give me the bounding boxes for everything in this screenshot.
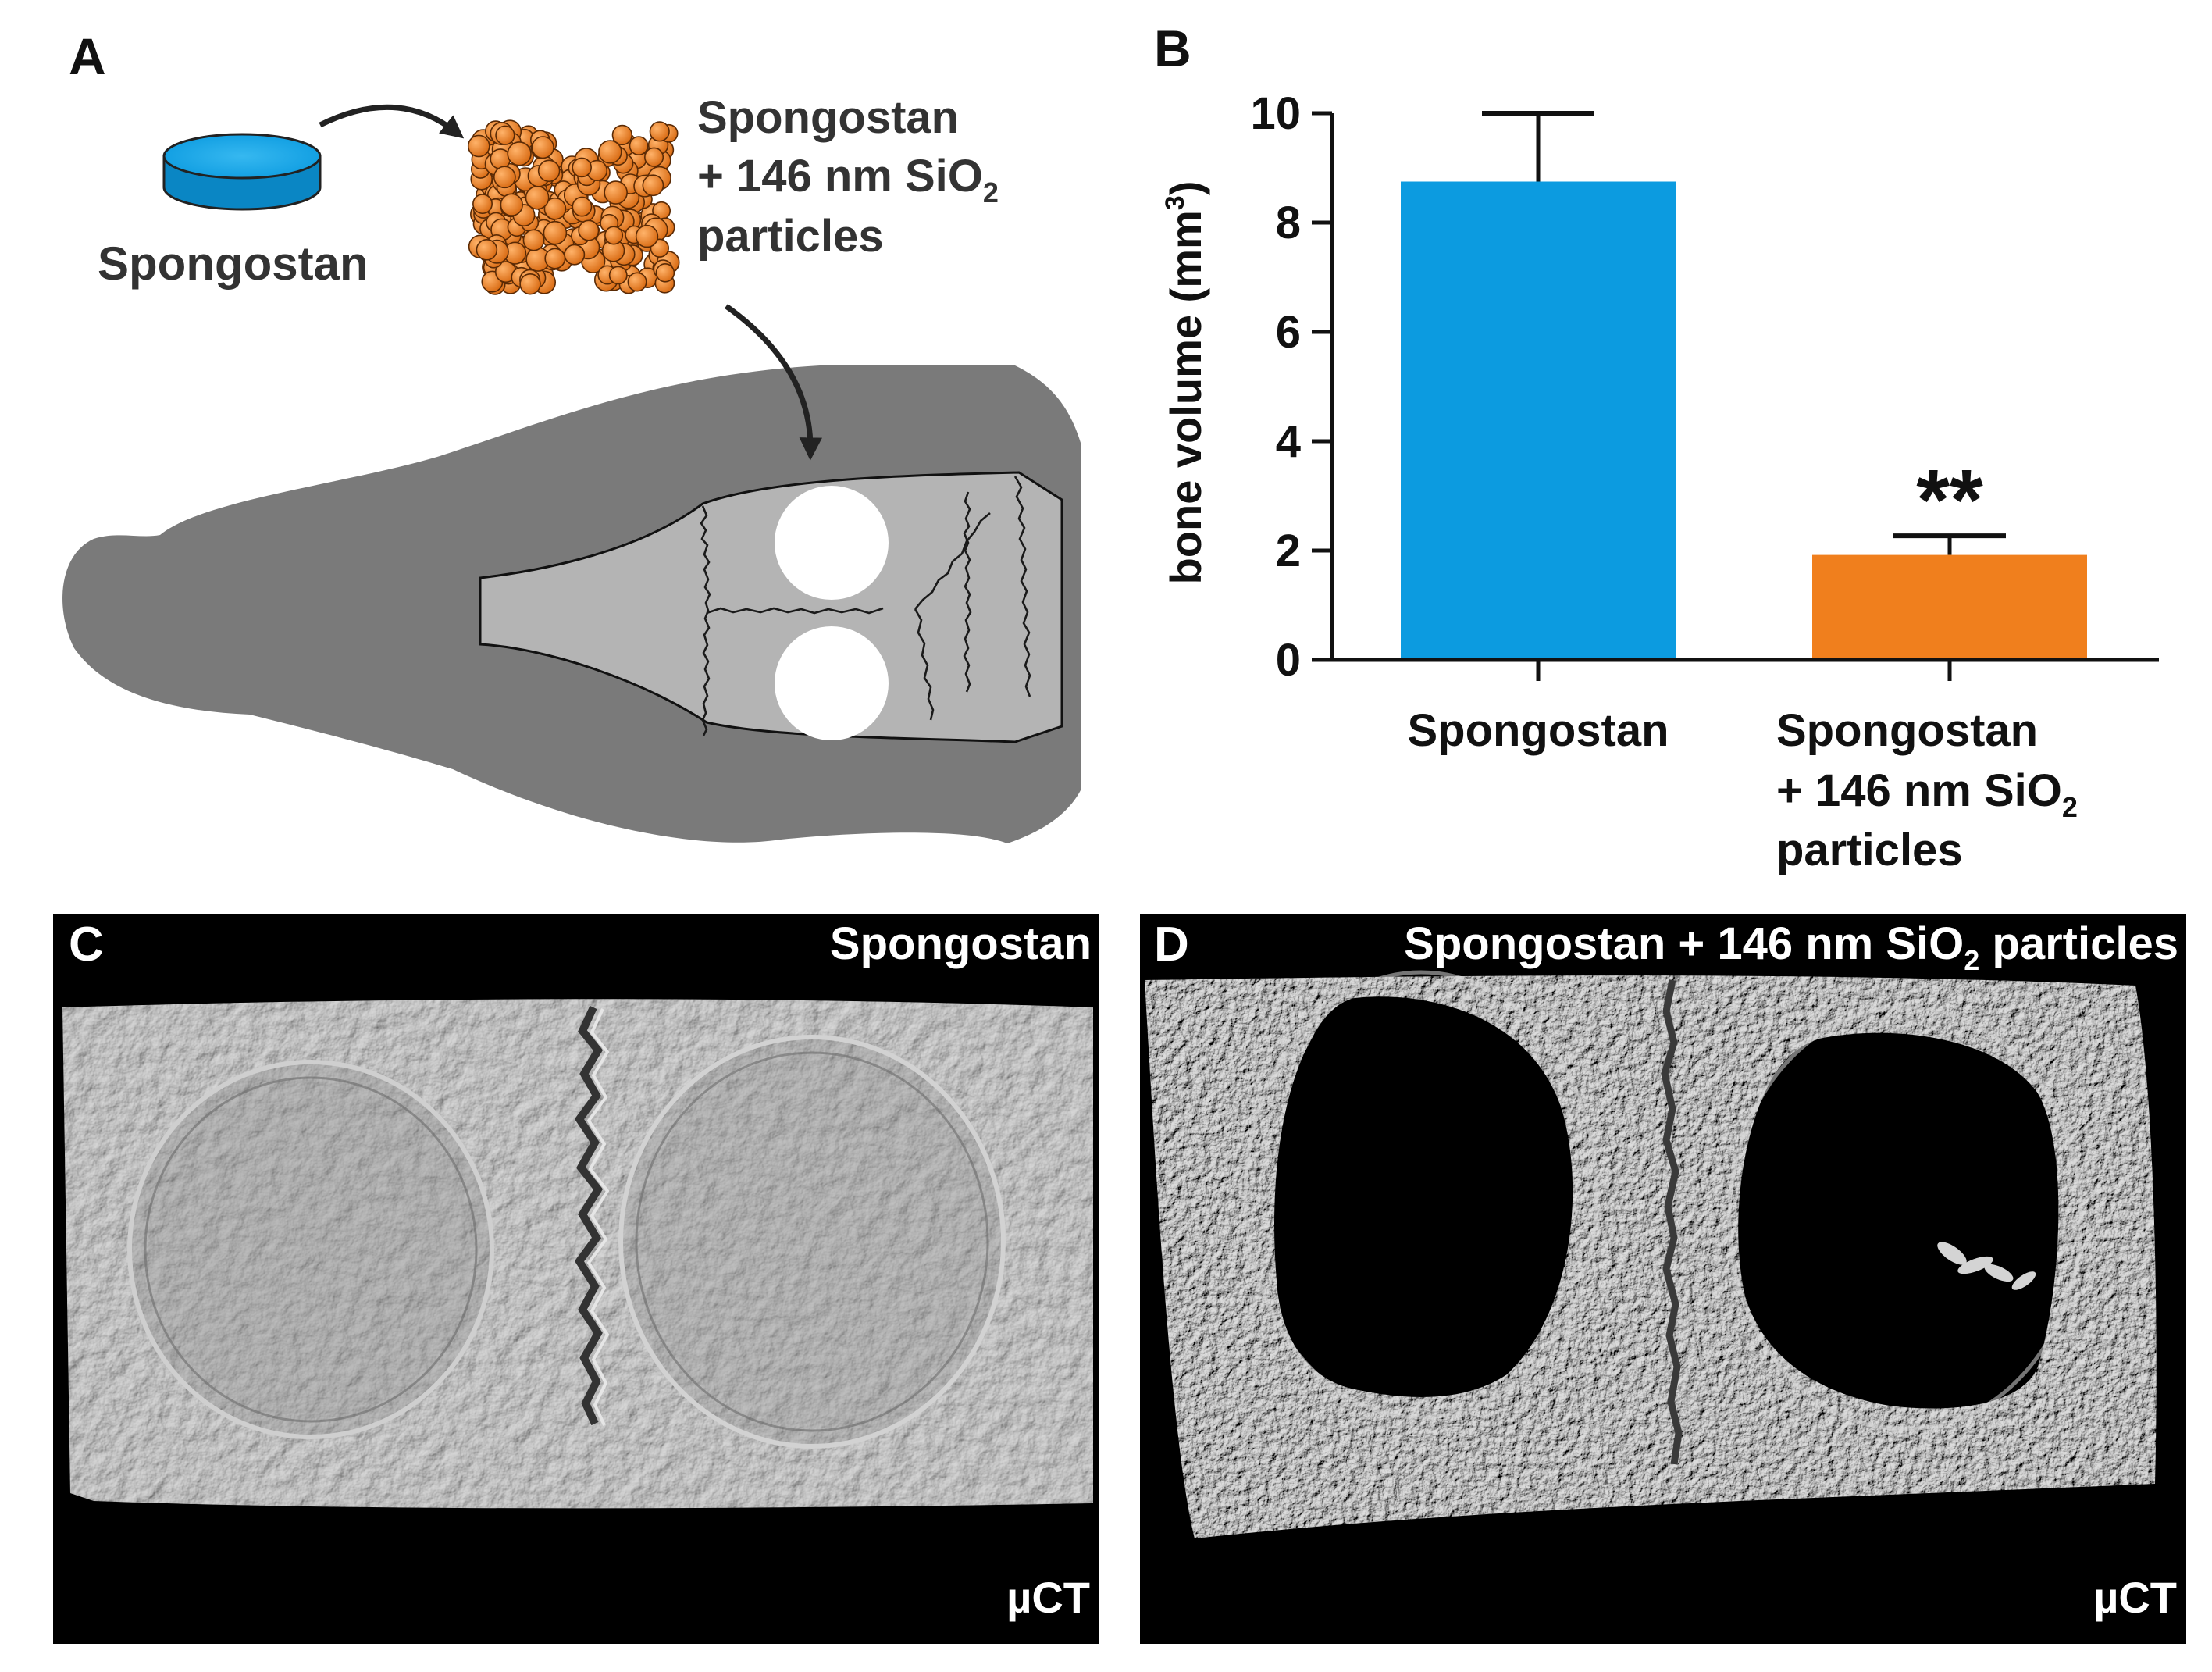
significance-marker: **	[1916, 452, 1983, 548]
bar-0	[1401, 181, 1676, 660]
panel-d-defect-left-rim	[1243, 970, 1599, 1420]
panel-c-bone-slab	[62, 999, 1093, 1509]
y-tick-label-6: 6	[1276, 307, 1301, 358]
panel-a: A Spongostan Spongostan + 146 nm SiO2 pa…	[62, 27, 1081, 843]
panel-c-title: Spongostan	[830, 918, 1092, 969]
y-axis-label-main: bone volume (mm	[1161, 210, 1210, 584]
panel-d-title-pre: Spongostan + 146 nm SiO	[1404, 918, 1964, 969]
arrow-to-skull-icon	[724, 304, 823, 461]
bar-1	[1812, 554, 2087, 660]
defect-hole-lower	[775, 626, 889, 740]
panel-c-defect-left-inner	[144, 1076, 478, 1423]
x-label-sio2-subscript: 2	[2062, 791, 2078, 823]
treatment-label-subscript: 2	[983, 176, 999, 209]
treatment-label-line3: particles	[697, 211, 884, 262]
calvaria-area	[479, 471, 1063, 743]
panel-d-defect-right-rim	[1727, 1005, 2083, 1431]
panel-c: C Spongostan µCT	[53, 914, 1099, 1644]
panel-a-letter: A	[69, 27, 106, 85]
panel-d-letter: D	[1154, 918, 1189, 971]
panel-d-defect-left	[1274, 996, 1573, 1397]
panel-d-modality: µCT	[2093, 1573, 2177, 1622]
panel-c-modality: µCT	[1006, 1573, 1090, 1622]
y-tick-label-0: 0	[1276, 635, 1301, 686]
x-label-sio2-line3: particles	[1776, 825, 1963, 875]
x-label-sio2-line1: Spongostan	[1776, 705, 2038, 756]
panel-d-defect-right	[1738, 1032, 2059, 1409]
spongostan-disk-icon	[162, 133, 322, 211]
y-axis-label-sup: 3	[1160, 195, 1190, 210]
bars: **	[1401, 111, 2087, 660]
cranial-sutures	[700, 476, 1031, 736]
panel-d-title-subscript: 2	[1964, 944, 1979, 976]
panel-b-letter: B	[1154, 20, 1191, 77]
panel-b: B bone volume (mm3) 0 2 4 6 8 10 ** Spongosta…	[1154, 20, 2159, 875]
panel-d-bone-fragment	[1937, 1242, 2036, 1290]
defect-hole-upper	[775, 486, 889, 600]
y-axis-ticks: 0 2 4 6 8 10	[1250, 88, 1332, 686]
panel-d-title-post: particles	[1979, 918, 2178, 969]
panel-c-suture-highlight	[586, 1008, 610, 1426]
y-tick-label-10: 10	[1250, 88, 1301, 139]
y-axis-label: bone volume (mm3)	[1160, 181, 1210, 585]
y-tick-label-2: 2	[1276, 526, 1301, 576]
panel-c-defect-right-inner	[635, 1051, 989, 1432]
panel-c-defect-right	[618, 1035, 1006, 1449]
treatment-label-line2: + 146 nm SiO	[697, 151, 983, 201]
spongostan-label: Spongostan	[98, 237, 369, 290]
particle-cluster-icon	[467, 119, 680, 295]
treatment-label: Spongostan + 146 nm SiO2 particles	[697, 92, 1011, 262]
panel-c-letter: C	[69, 918, 104, 971]
x-label-sio2: Spongostan + 146 nm SiO2 particles	[1776, 705, 2090, 875]
arrow-to-particles-icon	[319, 104, 465, 139]
x-label-spongostan: Spongostan	[1407, 705, 1669, 756]
y-tick-label-8: 8	[1276, 198, 1301, 248]
y-tick-label-4: 4	[1276, 416, 1301, 467]
y-axis-label-close: )	[1161, 181, 1210, 196]
panel-d-suture	[1661, 979, 1683, 1465]
panel-c-defect-left	[127, 1060, 494, 1439]
treatment-label-line1: Spongostan	[697, 92, 959, 143]
x-label-sio2-line2: + 146 nm SiO	[1776, 765, 2062, 816]
panel-d-title: Spongostan + 146 nm SiO2 particles	[1404, 918, 2178, 976]
panel-c-suture	[574, 1005, 604, 1426]
panel-d: D Spongostan + 146 nm SiO2 particles µCT	[1140, 914, 2186, 1644]
